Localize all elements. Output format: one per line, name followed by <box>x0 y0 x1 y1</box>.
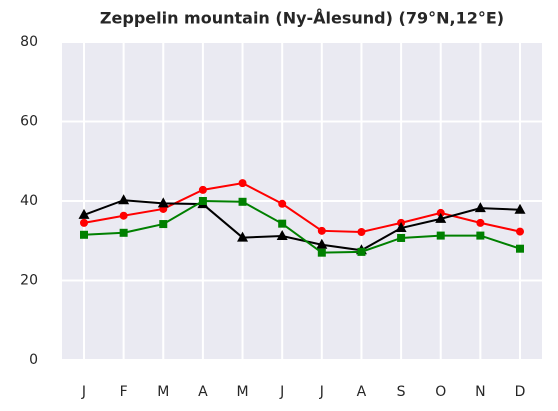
x-tick-label: J <box>279 384 284 400</box>
marker <box>476 231 485 240</box>
line <box>83 182 521 234</box>
y-tick-label: 0 <box>29 352 38 368</box>
marker <box>395 222 407 233</box>
marker <box>436 231 445 240</box>
x-tick-label: O <box>435 384 446 400</box>
marker <box>397 233 406 242</box>
marker <box>516 227 524 236</box>
x-tick-label: A <box>357 384 367 400</box>
y-tick-label: 40 <box>20 193 38 209</box>
line <box>83 199 521 252</box>
marker <box>78 208 90 219</box>
marker <box>159 220 168 229</box>
chart-title: Zeppelin mountain (Ny-Ålesund) (79°N,12°… <box>100 9 504 28</box>
x-tick-label: J <box>81 384 86 400</box>
marker <box>516 244 524 253</box>
x-tick-label: M <box>157 384 169 400</box>
line <box>83 199 521 254</box>
x-tick-label: D <box>515 384 526 400</box>
marker <box>317 226 326 235</box>
marker <box>278 219 287 228</box>
marker <box>198 197 207 205</box>
x-tick-label: M <box>236 384 248 400</box>
x-tick-label: F <box>120 384 128 400</box>
x-tick-label: A <box>198 384 208 400</box>
x-tick-label: S <box>397 384 406 400</box>
marker <box>119 211 128 220</box>
marker <box>238 179 247 188</box>
marker <box>316 238 328 249</box>
marker <box>157 197 169 208</box>
marker <box>357 228 366 237</box>
y-tick-label: 80 <box>20 34 38 50</box>
marker <box>238 197 247 206</box>
marker <box>237 231 249 242</box>
marker <box>119 228 128 237</box>
marker <box>276 229 288 240</box>
marker <box>118 194 130 205</box>
marker <box>435 212 447 223</box>
marker <box>80 218 88 227</box>
x-tick-label: N <box>475 384 485 400</box>
marker <box>474 202 486 213</box>
marker <box>476 218 485 227</box>
marker <box>198 185 207 194</box>
y-tick-label: 20 <box>20 273 38 289</box>
marker <box>357 247 366 256</box>
marker <box>514 203 526 214</box>
y-tick-label: 60 <box>20 114 38 130</box>
marker <box>278 199 287 208</box>
marker <box>317 248 326 257</box>
marker <box>80 230 88 239</box>
x-tick-label: J <box>319 384 324 400</box>
